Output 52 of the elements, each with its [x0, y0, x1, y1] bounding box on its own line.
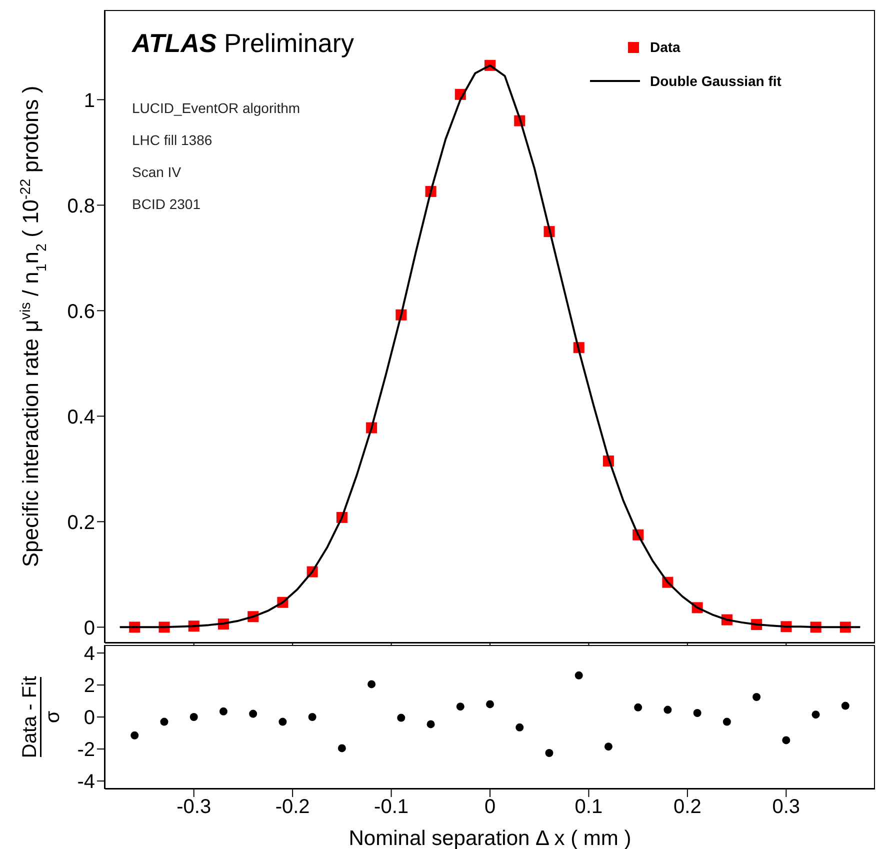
- y-tick-label: 0.4: [67, 406, 95, 428]
- point: [545, 749, 554, 757]
- y-tick-label: -4: [77, 771, 95, 794]
- annotation: LHC fill 1386: [132, 132, 212, 148]
- x-tick-label: -0.2: [275, 796, 310, 818]
- point: [338, 744, 346, 752]
- y-tick-label: 0.2: [67, 512, 95, 534]
- point: [516, 723, 524, 732]
- legend-label: Data: [650, 39, 680, 55]
- annotation: ATLAS Preliminary: [132, 28, 354, 59]
- annotation: Scan IV: [132, 164, 182, 180]
- legend-label: Double Gaussian fit: [650, 73, 782, 89]
- x-tick-label: 0: [484, 796, 496, 818]
- point: [456, 702, 464, 711]
- point: [752, 693, 761, 701]
- y-tick-label: 1: [84, 90, 95, 112]
- point: [486, 700, 494, 708]
- point: [782, 736, 790, 744]
- point: [604, 742, 612, 751]
- point: [693, 709, 702, 717]
- y-tick-label: 2: [84, 675, 95, 698]
- point: [574, 671, 583, 680]
- point: [308, 713, 316, 721]
- point: [219, 707, 228, 716]
- y-tick-label: 4: [84, 643, 95, 666]
- x-tick-label: 0.2: [674, 796, 702, 818]
- x-tick-label: -0.1: [374, 796, 409, 818]
- y-tick-label: 0: [84, 707, 95, 730]
- x-tick-label: 0.3: [772, 796, 800, 818]
- point: [160, 718, 168, 726]
- x-tick-label: 0.1: [574, 796, 603, 818]
- x-tick-label: -0.3: [176, 796, 212, 818]
- point: [368, 680, 376, 688]
- point: [190, 713, 198, 721]
- x-axis-title: Nominal separation Δ x ( mm ): [348, 827, 632, 849]
- y-tick-label: 0.6: [67, 300, 95, 323]
- point: [397, 714, 406, 722]
- point: [426, 720, 435, 728]
- annotation: LUCID_EventOR algorithm: [132, 100, 300, 116]
- y-axis-title: Data - Fit σ: [19, 675, 64, 758]
- point: [278, 718, 287, 726]
- point: [130, 731, 139, 740]
- point: [634, 703, 642, 712]
- annotation: BCID 2301: [132, 196, 200, 212]
- point: [249, 710, 258, 718]
- y-tick-label: -2: [77, 739, 95, 762]
- y-tick-label: 0: [84, 617, 95, 640]
- y-tick-label: 0.8: [67, 195, 95, 218]
- point: [841, 702, 850, 710]
- point: [722, 718, 731, 726]
- point: [812, 710, 820, 719]
- point: [664, 706, 672, 714]
